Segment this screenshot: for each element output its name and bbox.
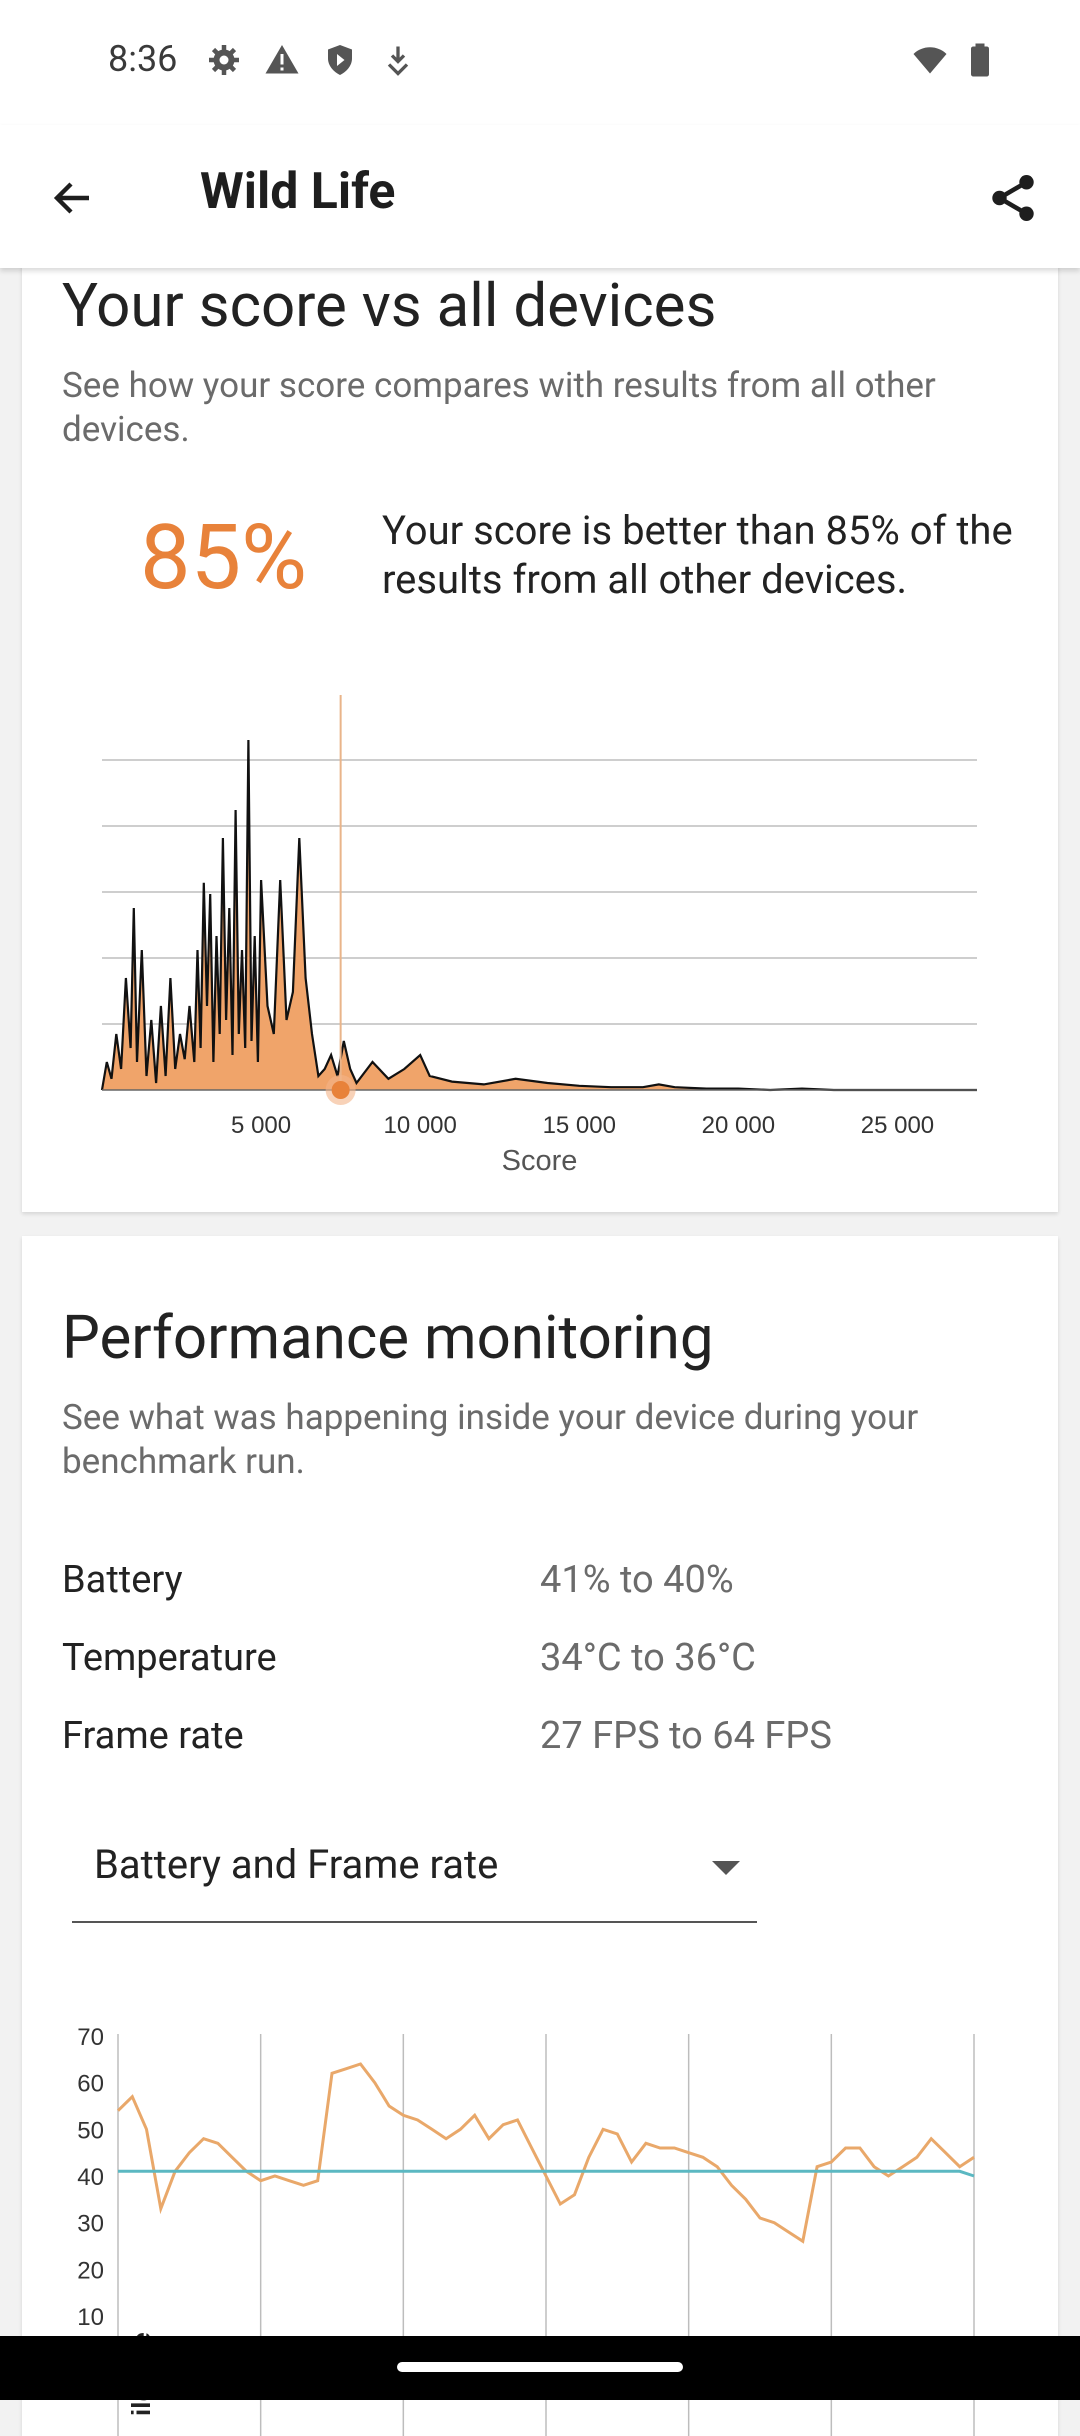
your-score-marker	[331, 1081, 350, 1099]
y-tick-label: 40	[77, 2164, 104, 2191]
warning-icon	[265, 45, 299, 74]
score-distribution-chart: 5 000 10 000 15 000 20 000 25 000 Score	[100, 695, 977, 1177]
score-percentile: 85%	[140, 505, 308, 610]
y-tick-label: 30	[77, 2211, 104, 2238]
x-tick-label: 20 000	[702, 1112, 775, 1139]
y-tick-label: 10	[77, 2304, 104, 2331]
back-button[interactable]	[40, 165, 106, 231]
battery-series-line	[118, 2169, 975, 2178]
y-tick-label: 20	[77, 2257, 104, 2284]
battery-label: Battery	[62, 1558, 183, 1602]
x-axis-label: Score	[502, 1145, 578, 1177]
app-bar: Wild Life	[0, 125, 1080, 268]
battery-value: 41% to 40%	[540, 1558, 734, 1602]
arrow-left-icon	[53, 182, 89, 214]
share-button[interactable]	[980, 165, 1046, 231]
chart-type-dropdown[interactable]: Battery and Frame rate	[72, 1811, 757, 1923]
x-tick-label: 15 000	[543, 1112, 616, 1139]
performance-title: Performance monitoring	[62, 1302, 714, 1373]
frame-rate-series-line	[116, 2062, 975, 2244]
navigation-bar	[0, 2336, 1080, 2400]
performance-description: See what was happening inside your devic…	[62, 1397, 919, 1482]
battery-icon	[971, 43, 989, 77]
status-bar: 8:36	[0, 0, 1080, 125]
x-tick-label: 25 000	[861, 1112, 934, 1139]
home-gesture-handle[interactable]	[397, 2362, 683, 2372]
distribution-line	[100, 739, 977, 1092]
score-card-description: See how your score compares with results…	[62, 365, 936, 450]
score-percentile-text: Your score is better than 85% of the res…	[382, 507, 1013, 603]
page-title: Wild Life	[200, 163, 396, 221]
frame-rate-label: Frame rate	[62, 1714, 244, 1758]
temperature-label: Temperature	[62, 1636, 277, 1680]
dropdown-selected-value: Battery and Frame rate	[94, 1841, 499, 1888]
wifi-icon	[913, 47, 947, 74]
performance-chart: 70605040302010ild Life	[77, 2024, 975, 2436]
download-icon	[387, 46, 409, 76]
score-comparison-card: Your score vs all devices See how your s…	[22, 240, 1058, 1212]
performance-monitoring-card: Performance monitoring See what was happ…	[22, 1236, 1058, 2436]
share-icon	[992, 175, 1034, 221]
temperature-value: 34°C to 36°C	[540, 1636, 756, 1680]
score-card-title: Your score vs all devices	[62, 270, 717, 341]
status-time: 8:36	[108, 38, 178, 80]
y-tick-label: 60	[77, 2071, 104, 2098]
y-tick-label: 70	[77, 2024, 104, 2051]
distribution-area	[102, 740, 977, 1090]
settings-icon	[209, 45, 239, 75]
dropdown-arrow-icon	[712, 1861, 740, 1875]
x-tick-label: 10 000	[383, 1112, 456, 1139]
y-tick-label: 50	[77, 2117, 104, 2144]
shield-icon	[328, 45, 352, 75]
x-tick-label: 5 000	[231, 1112, 291, 1139]
frame-rate-value: 27 FPS to 64 FPS	[540, 1714, 832, 1758]
